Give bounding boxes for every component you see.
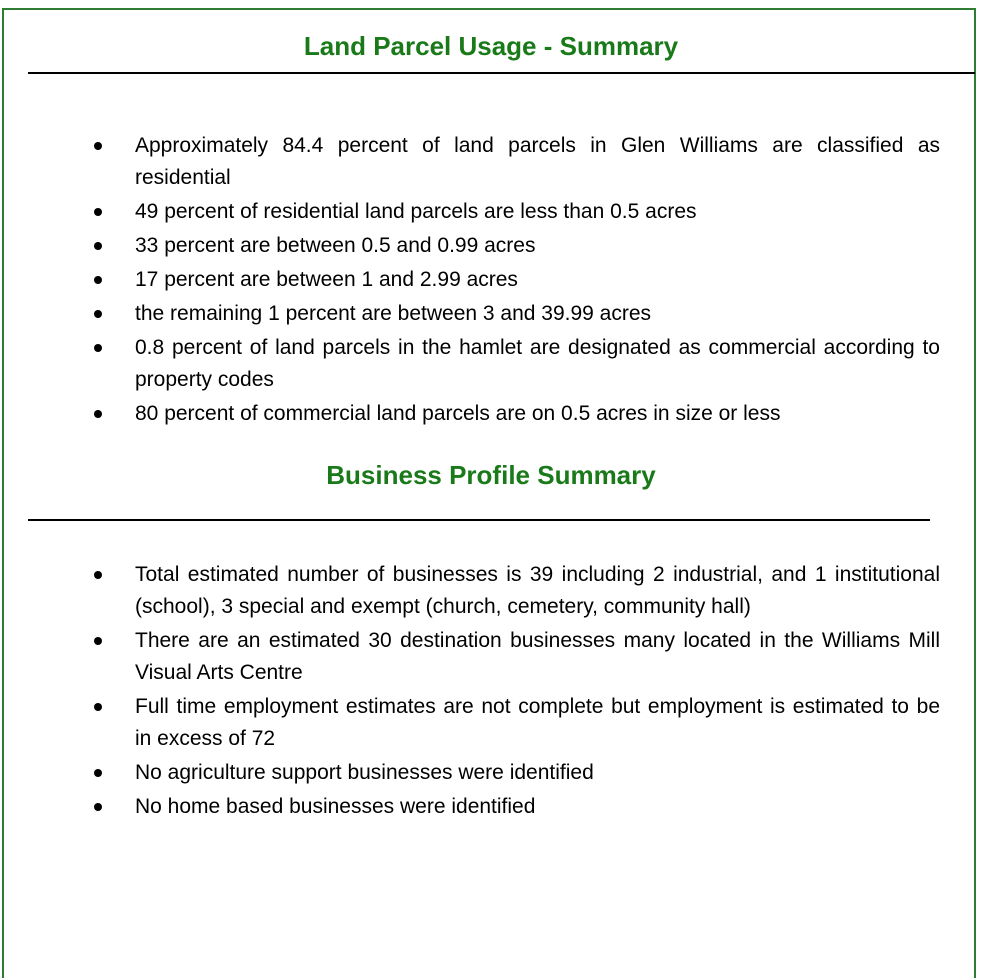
bullet-item: 17 percent are between 1 and 2.99 acres xyxy=(94,264,940,296)
bullet-item: No home based businesses were identified xyxy=(94,791,940,823)
bullet-item: There are an estimated 30 destination bu… xyxy=(94,625,940,689)
bullet-item: 80 percent of commercial land parcels ar… xyxy=(94,398,940,430)
bullet-item: 33 percent are between 0.5 and 0.99 acre… xyxy=(94,230,940,262)
title-rule xyxy=(28,519,930,521)
bullet-item: the remaining 1 percent are between 3 an… xyxy=(94,298,940,330)
bullet-item: Total estimated number of businesses is … xyxy=(94,559,940,623)
title-rule xyxy=(28,72,975,74)
bullet-item: Approximately 84.4 percent of land parce… xyxy=(94,130,940,194)
bullet-item: 49 percent of residential land parcels a… xyxy=(94,196,940,228)
bullet-item: Full time employment estimates are not c… xyxy=(94,691,940,755)
section-title: Business Profile Summary xyxy=(326,460,656,490)
section-title: Land Parcel Usage - Summary xyxy=(303,31,679,61)
bullet-list: Total estimated number of businesses is … xyxy=(94,559,940,825)
bullet-item: 0.8 percent of land parcels in the hamle… xyxy=(94,332,940,396)
bullet-list: Approximately 84.4 percent of land parce… xyxy=(94,130,940,432)
frame xyxy=(2,8,976,978)
bullet-item: No agriculture support businesses were i… xyxy=(94,757,940,789)
